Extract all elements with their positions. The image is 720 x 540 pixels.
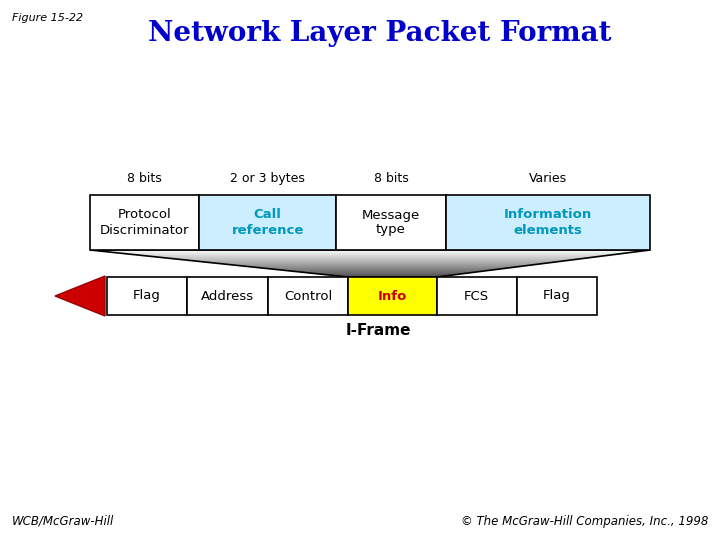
Text: Flag: Flag [543, 289, 571, 302]
Bar [348, 277, 436, 315]
Text: 8 bits: 8 bits [127, 172, 162, 185]
Bar [446, 195, 650, 250]
Bar [187, 277, 268, 315]
Text: Message
type: Message type [362, 208, 420, 237]
Text: FCS: FCS [464, 289, 490, 302]
Text: Info: Info [378, 289, 407, 302]
Text: WCB/McGraw-Hill: WCB/McGraw-Hill [12, 515, 114, 528]
Text: Flag: Flag [133, 289, 161, 302]
Text: Varies: Varies [528, 172, 567, 185]
Text: © The McGraw-Hill Companies, Inc., 1998: © The McGraw-Hill Companies, Inc., 1998 [461, 515, 708, 528]
Bar [90, 195, 199, 250]
Text: Address: Address [201, 289, 254, 302]
Polygon shape [55, 276, 105, 316]
Text: Call
reference: Call reference [232, 208, 304, 237]
Text: 2 or 3 bytes: 2 or 3 bytes [230, 172, 305, 185]
Text: Control: Control [284, 289, 332, 302]
Text: I-Frame: I-Frame [346, 323, 411, 338]
Bar [268, 277, 348, 315]
Text: Protocol
Discriminator: Protocol Discriminator [100, 208, 189, 237]
Text: Network Layer Packet Format: Network Layer Packet Format [148, 20, 612, 47]
Bar [517, 277, 598, 315]
Bar [436, 277, 517, 315]
Bar [107, 277, 187, 315]
Bar [199, 195, 336, 250]
Text: 8 bits: 8 bits [374, 172, 408, 185]
Text: Information
elements: Information elements [504, 208, 592, 237]
Text: Figure 15-22: Figure 15-22 [12, 13, 83, 23]
Bar [336, 195, 446, 250]
